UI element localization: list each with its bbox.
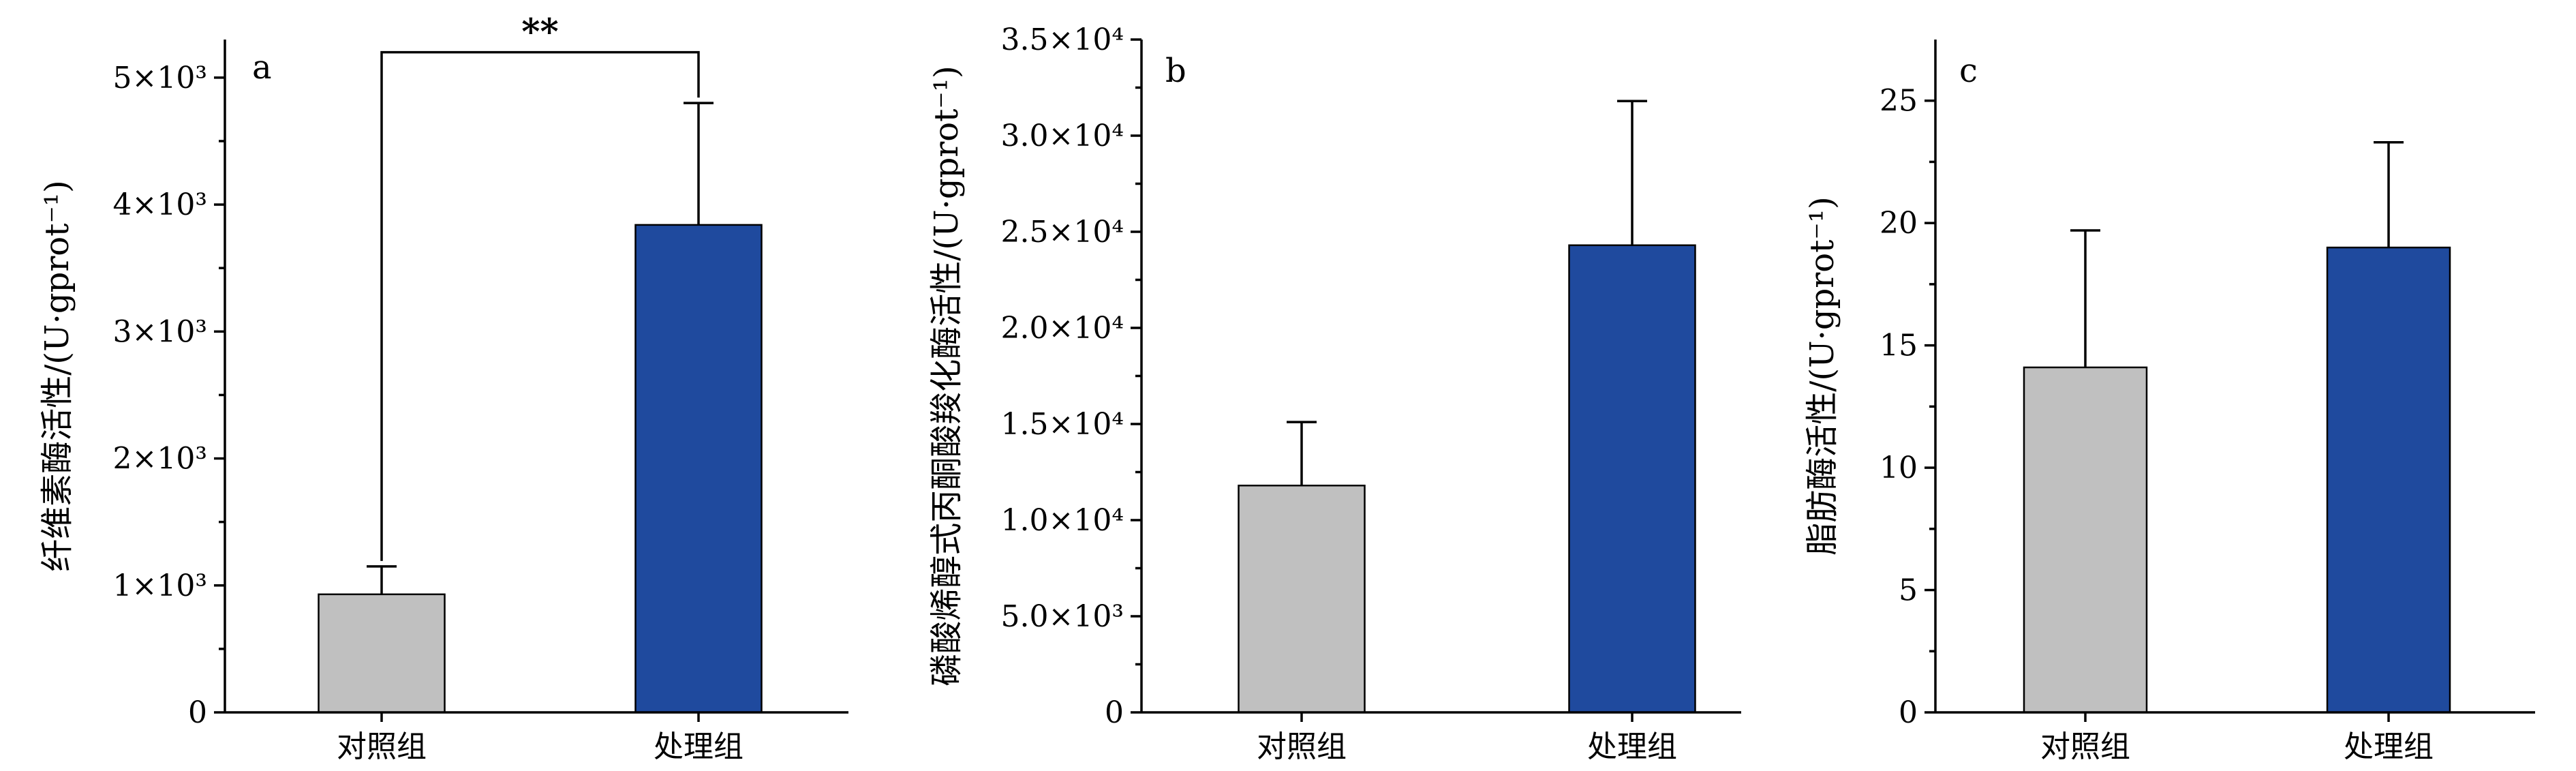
y-tick-label: 5×10³ bbox=[113, 61, 208, 95]
y-tick-label: 0 bbox=[1105, 695, 1124, 730]
bar-control bbox=[1238, 484, 1366, 714]
y-tick-label: 10 bbox=[1880, 451, 1918, 485]
y-tick-label: 2.0×10⁴ bbox=[1001, 311, 1124, 346]
y-tick-label: 5 bbox=[1899, 573, 1918, 608]
x-category-label: 处理组 bbox=[2344, 729, 2434, 764]
y-axis-title: 纤维素酶活性/(U·gprot⁻¹) bbox=[38, 180, 76, 572]
y-tick-label: 15 bbox=[1880, 329, 1918, 363]
y-tick-label: 2.5×10⁴ bbox=[1001, 215, 1124, 250]
bar-treatment bbox=[634, 224, 763, 714]
y-tick-label: 25 bbox=[1880, 84, 1918, 119]
y-tick-label: 1×10³ bbox=[113, 569, 208, 603]
x-category-label: 处理组 bbox=[1587, 729, 1677, 764]
panel-letter: b bbox=[1165, 52, 1186, 90]
bar-treatment bbox=[2326, 246, 2451, 714]
y-tick-label: 3×10³ bbox=[113, 314, 208, 349]
y-tick-label: 1.5×10⁴ bbox=[1001, 407, 1124, 442]
bar-control bbox=[318, 593, 446, 714]
x-category-label: 对照组 bbox=[1257, 729, 1347, 764]
y-tick-label: 0 bbox=[1899, 695, 1918, 730]
y-tick-label: 0 bbox=[188, 695, 207, 730]
y-axis-title: 磷酸烯醇式丙酮酸羧化酶活性/(U·gprot⁻¹) bbox=[927, 65, 966, 686]
y-tick-label: 5.0×10³ bbox=[1001, 599, 1124, 634]
panel-b: 0 5.0×10³ 1.0×10⁴ 1.5×10⁴ 2.0×10⁴ 2.5×10⁴ 3.0×… bbox=[927, 22, 1741, 764]
panel-letter: a bbox=[252, 48, 272, 87]
significance-bracket bbox=[380, 50, 700, 561]
panel-c: 0 5 10 15 20 25 对照组 处理组 脂肪酶活性/(U·gprot⁻¹) c bbox=[1803, 40, 2535, 764]
x-category-label: 处理组 bbox=[654, 729, 743, 764]
significance-label: ** bbox=[521, 12, 558, 53]
panel-letter: c bbox=[1959, 52, 1978, 90]
x-category-label: 对照组 bbox=[337, 729, 427, 764]
y-tick-label: 2×10³ bbox=[113, 442, 208, 477]
y-tick-label: 3.0×10⁴ bbox=[1001, 119, 1124, 153]
y-tick-label: 4×10³ bbox=[113, 187, 208, 222]
bar-treatment bbox=[1568, 244, 1696, 714]
y-tick-label: 20 bbox=[1880, 206, 1918, 241]
y-axis-title: 脂肪酶活性/(U·gprot⁻¹) bbox=[1803, 196, 1841, 556]
panel-a: 0 1×10³ 2×10³ 3×10³ 4×10³ 5×10³ 对照组 处理组 纤维素酶活性/(… bbox=[38, 12, 848, 764]
bar-control bbox=[2023, 366, 2148, 714]
y-tick-label: 3.5×10⁴ bbox=[1001, 22, 1124, 57]
y-tick-label: 1.0×10⁴ bbox=[1001, 503, 1124, 538]
x-category-label: 对照组 bbox=[2040, 729, 2130, 764]
